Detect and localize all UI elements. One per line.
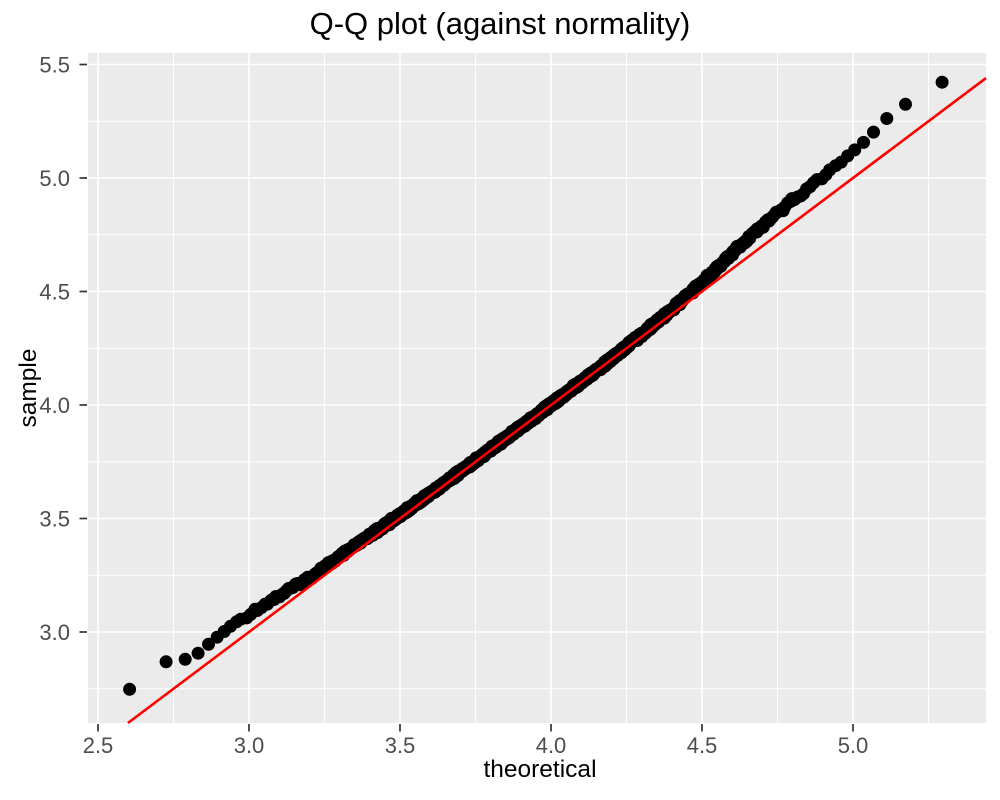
y-tick-label: 4.0 xyxy=(39,393,70,418)
reference-line-layer xyxy=(127,76,987,725)
x-tick-label: 4.0 xyxy=(536,733,567,758)
x-tick-label: 3.0 xyxy=(234,733,265,758)
reference-line xyxy=(127,76,987,725)
qq-point xyxy=(880,112,894,125)
axis-ticks-layer xyxy=(79,63,854,732)
x-tick-label: 4.5 xyxy=(687,733,718,758)
y-tick-label: 5.5 xyxy=(39,53,70,78)
qq-point xyxy=(857,135,870,149)
qq-point xyxy=(178,652,192,666)
x-axis-title: theoretical xyxy=(483,756,596,783)
qq-point xyxy=(848,143,862,157)
qq-point xyxy=(899,97,912,111)
y-axis-title: sample xyxy=(15,349,42,428)
qq-point xyxy=(123,682,137,696)
qq-point xyxy=(191,646,205,660)
x-tick-label: 2.5 xyxy=(83,733,114,758)
qq-point xyxy=(159,655,173,669)
y-tick-label: 4.5 xyxy=(39,280,70,305)
qq-point xyxy=(935,75,949,89)
qq-point xyxy=(202,637,215,651)
major-gridlines-layer xyxy=(88,53,986,723)
x-tick-label: 5.0 xyxy=(838,733,869,758)
qq-point xyxy=(867,125,880,139)
y-tick-label: 3.5 xyxy=(39,507,70,532)
y-tick-label: 3.0 xyxy=(39,620,70,645)
y-tick-label: 5.0 xyxy=(39,166,70,191)
chart-title: Q-Q plot (against normality) xyxy=(310,6,691,41)
x-tick-label: 3.5 xyxy=(385,733,416,758)
axis-tick-labels-layer: 2.5 3.0 3.5 4.0 4.5 5.0 3.0 3.5 4.0 4.5 5.0 5.5 xyxy=(39,53,868,759)
minor-gridlines-layer xyxy=(88,53,986,723)
